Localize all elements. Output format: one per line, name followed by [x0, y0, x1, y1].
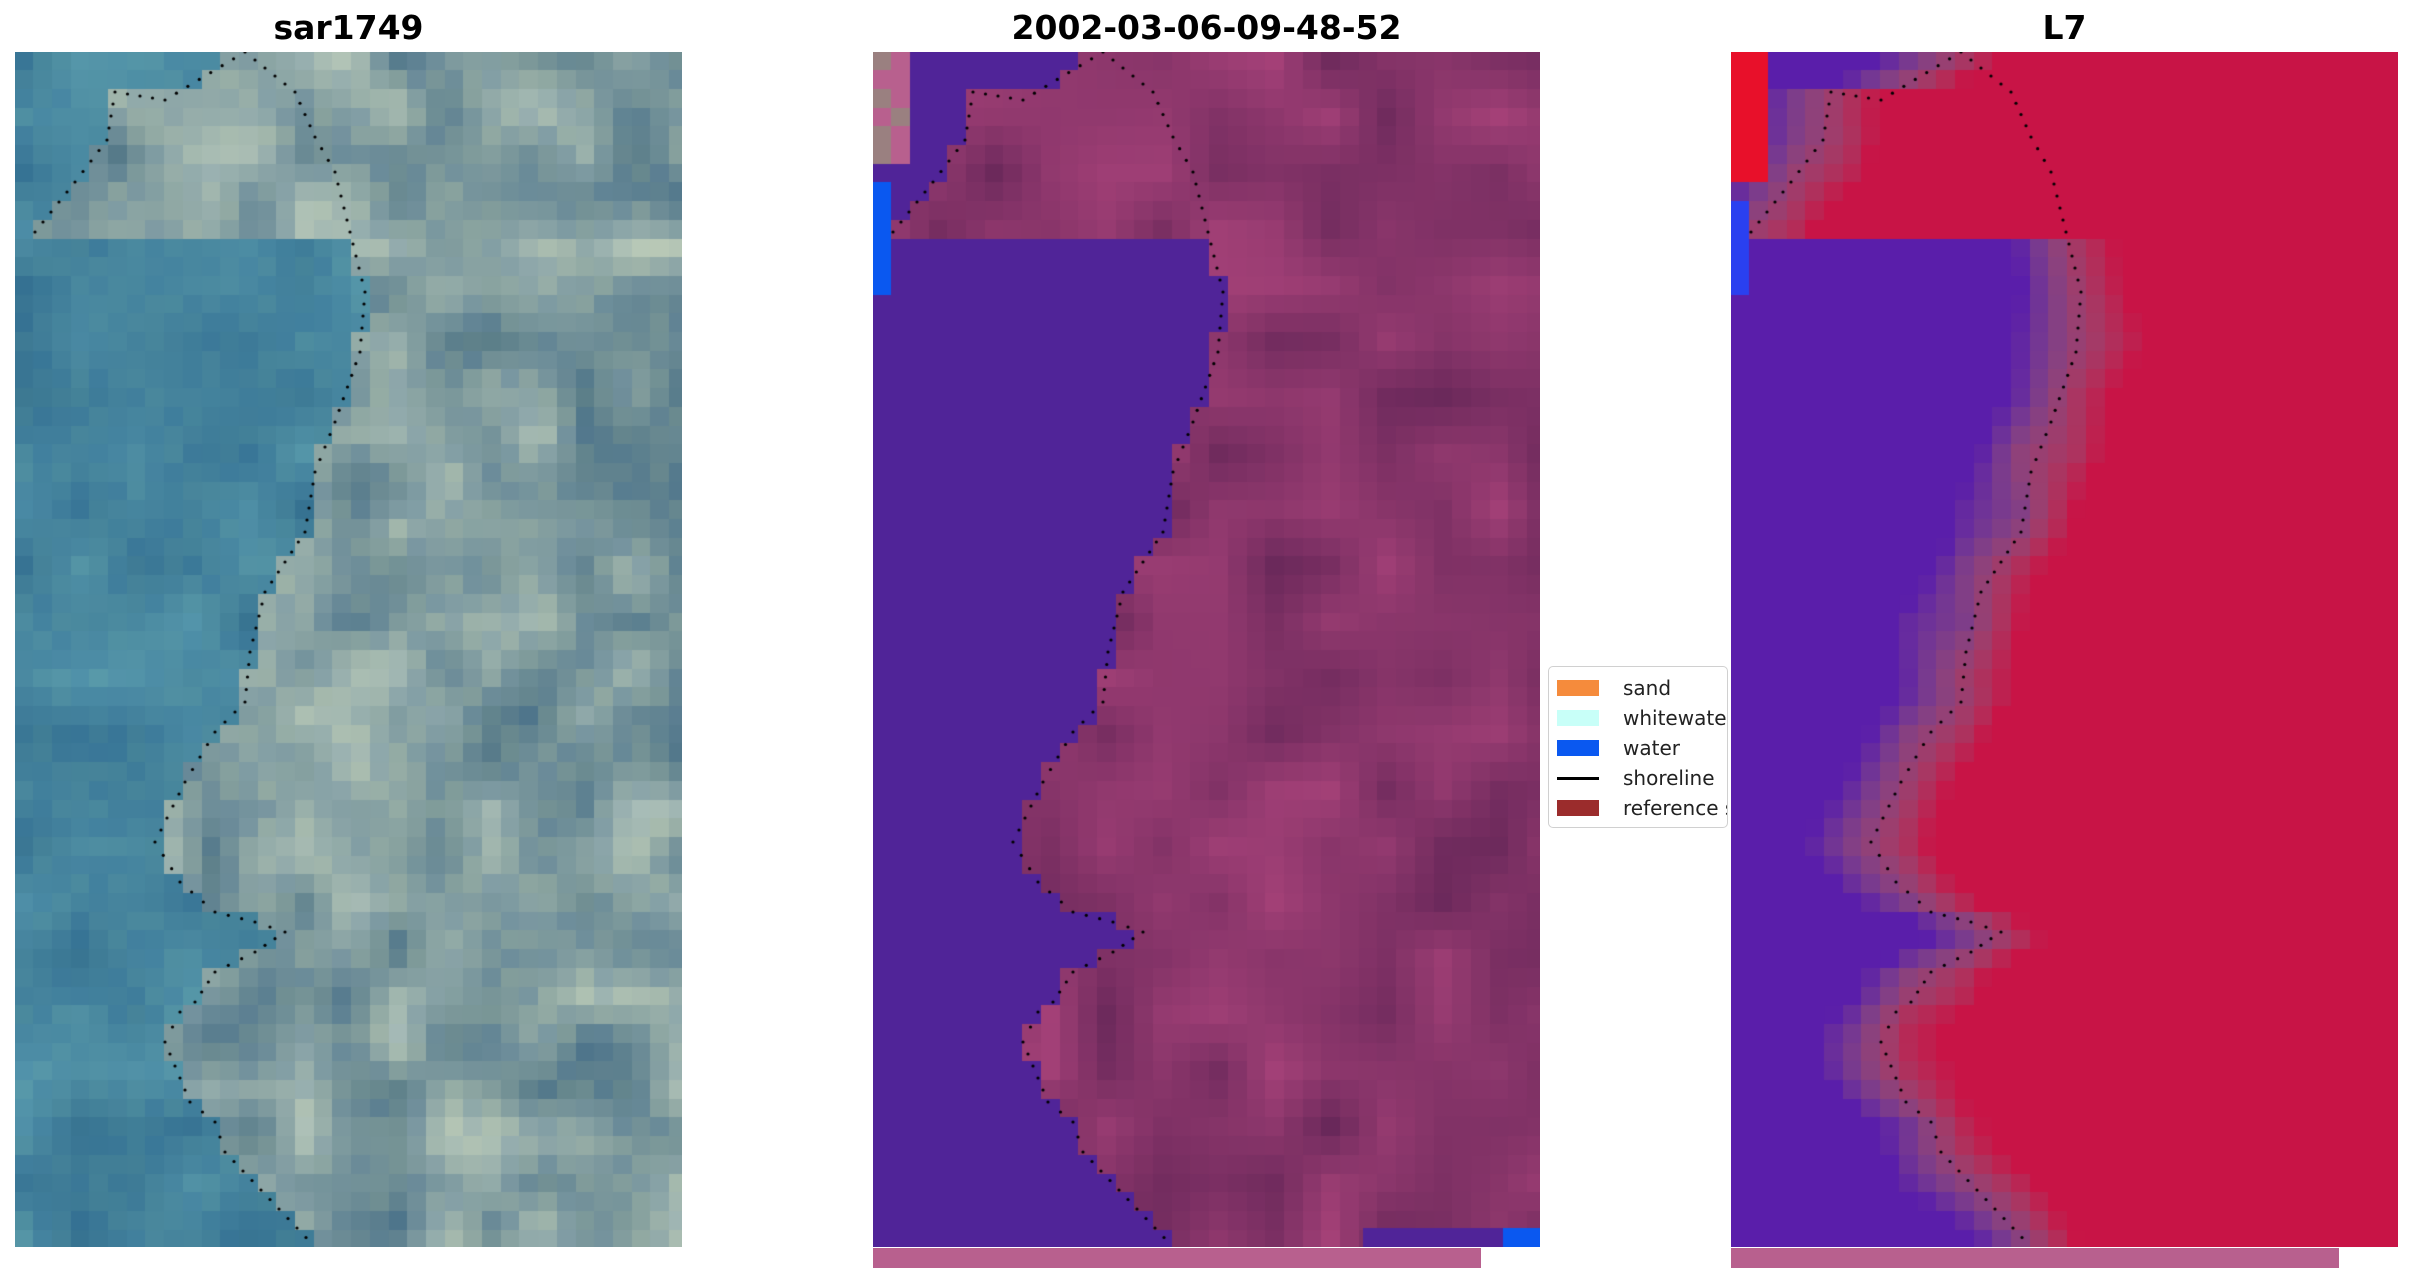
legend-label: sand: [1623, 676, 1672, 700]
legend-item-whitewater: whitewater: [1557, 705, 1728, 731]
legend-label: water: [1623, 736, 1680, 760]
legend-swatch-sand: [1557, 680, 1599, 696]
legend-item-reference-shoreline: reference shoreline: [1557, 795, 1727, 821]
panel-title-rgb: sar1749: [273, 8, 424, 47]
legend-swatch-whitewater: [1557, 710, 1599, 726]
legend-item-sand: sand: [1557, 675, 1727, 701]
legend-label: whitewater: [1623, 706, 1728, 730]
rgb-image-panel: [15, 52, 682, 1247]
legend: sand whitewater water shoreline referenc…: [1548, 666, 1728, 828]
reference-strip-index: [1731, 1248, 2339, 1268]
panel-title-classified: 2002-03-06-09-48-52: [1011, 8, 1402, 47]
index-image-panel: [1731, 52, 2398, 1247]
panel-title-index: L7: [2042, 8, 2087, 47]
legend-swatch-reference-shoreline: [1557, 800, 1599, 816]
legend-label: reference shoreline: [1623, 796, 1727, 820]
legend-item-shoreline: shoreline: [1557, 765, 1727, 791]
legend-line-shoreline: [1557, 776, 1599, 780]
legend-label: shoreline: [1623, 766, 1715, 790]
legend-item-water: water: [1557, 735, 1727, 761]
classified-image-panel: [873, 52, 1540, 1247]
legend-swatch-water: [1557, 740, 1599, 756]
reference-strip-classified: [873, 1248, 1481, 1268]
